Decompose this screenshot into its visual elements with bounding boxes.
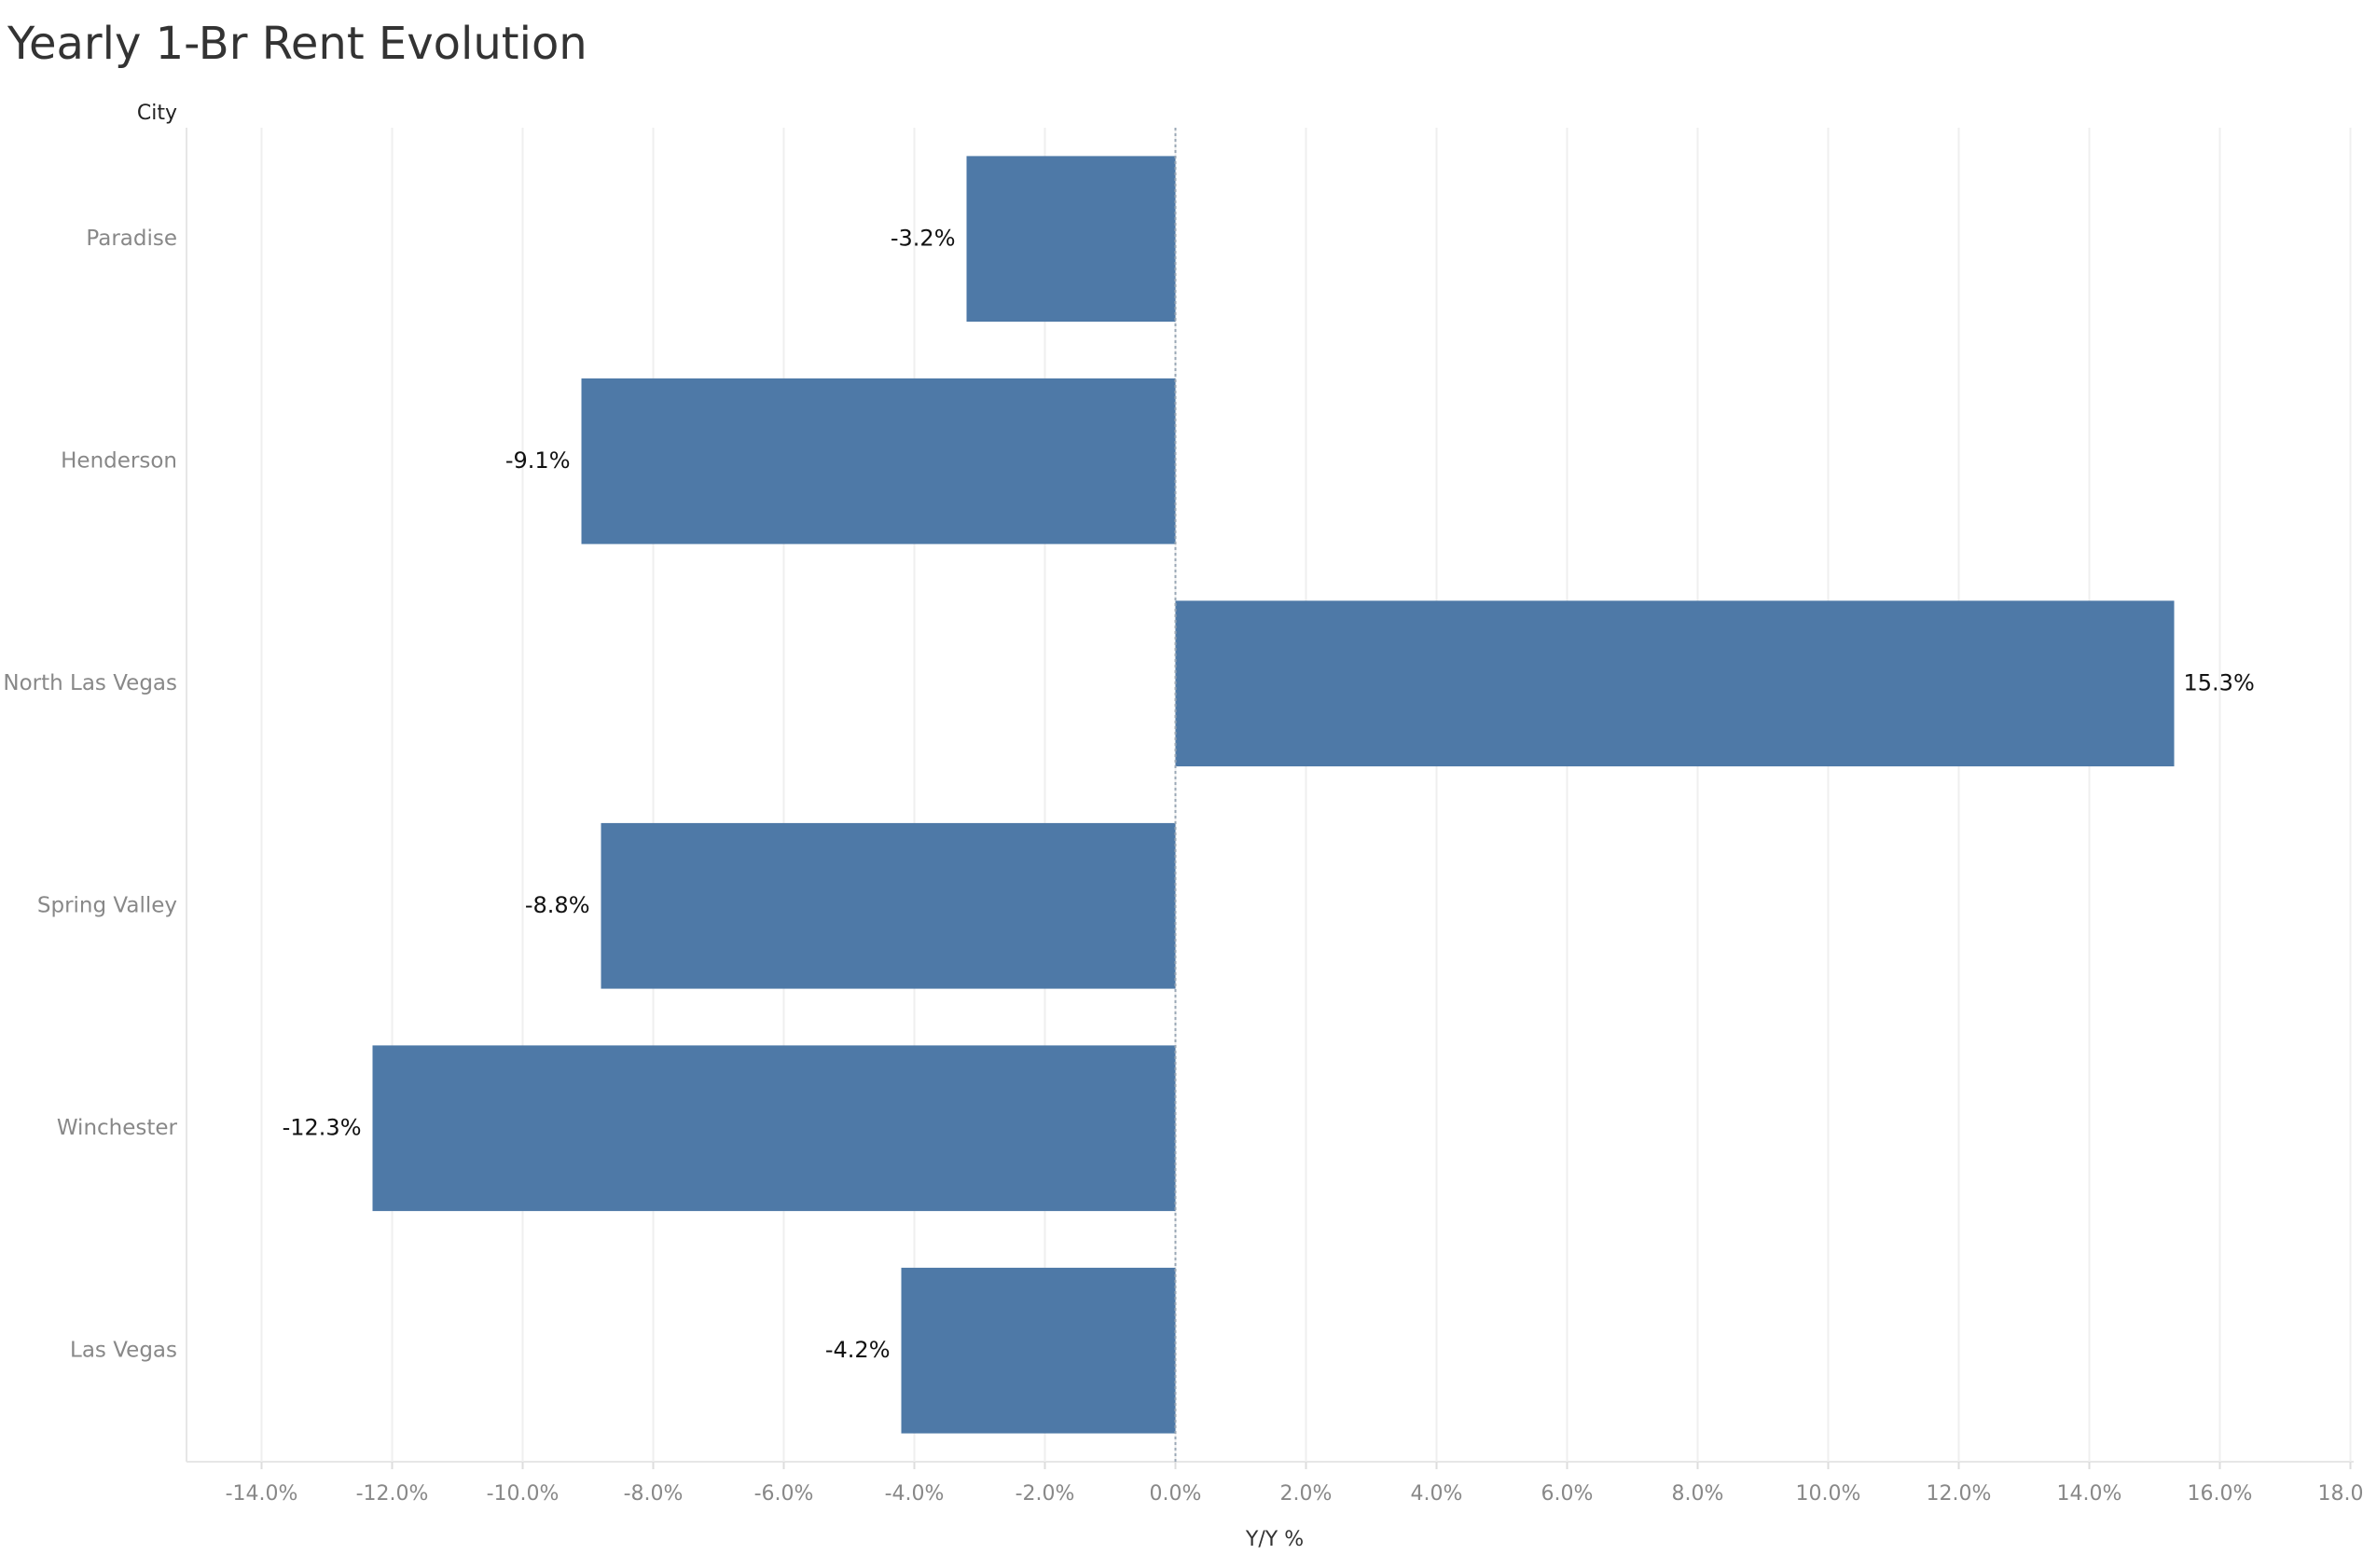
- bar: [901, 1267, 1176, 1434]
- x-tick-label: 0.0%: [1150, 1482, 1202, 1506]
- x-tick-label: 4.0%: [1411, 1482, 1463, 1506]
- x-tick-label: 10.0%: [1796, 1482, 1861, 1506]
- y-axis-title: City: [137, 102, 177, 125]
- x-tick-label: -8.0%: [624, 1482, 684, 1506]
- y-tick-label: Paradise: [86, 227, 177, 251]
- x-tick-label: -10.0%: [487, 1482, 560, 1506]
- value-label: -3.2%: [891, 225, 956, 251]
- y-tick-label: Spring Valley: [37, 893, 177, 917]
- y-tick-label: Henderson: [61, 448, 177, 473]
- value-label: -8.8%: [525, 892, 590, 918]
- x-tick-label: 8.0%: [1672, 1482, 1724, 1506]
- bar: [1175, 600, 2175, 767]
- x-tick-label: -4.0%: [885, 1482, 945, 1506]
- x-tick-label: 2.0%: [1280, 1482, 1333, 1506]
- x-tick-label: 12.0%: [1927, 1482, 1992, 1506]
- x-tick-label: 18.0%: [2318, 1482, 2363, 1506]
- x-axis-title: Y/Y %: [1245, 1528, 1304, 1551]
- x-tick-label: -2.0%: [1016, 1482, 1075, 1506]
- x-tick-label: 6.0%: [1541, 1482, 1594, 1506]
- value-label: 15.3%: [2184, 669, 2255, 695]
- value-label: -12.3%: [283, 1114, 362, 1140]
- y-tick-label: Winchester: [57, 1116, 178, 1140]
- bar: [372, 1045, 1176, 1212]
- value-label: -4.2%: [825, 1337, 891, 1363]
- x-tick-label: 14.0%: [2057, 1482, 2122, 1506]
- bar: [601, 822, 1176, 989]
- value-label: -9.1%: [505, 447, 571, 474]
- bar: [966, 156, 1176, 323]
- x-tick-label: 16.0%: [2188, 1482, 2253, 1506]
- x-tick-label: -6.0%: [754, 1482, 814, 1506]
- bar: [581, 378, 1176, 544]
- x-tick-label: -14.0%: [226, 1482, 298, 1506]
- y-tick-label: North Las Vegas: [3, 671, 177, 695]
- y-tick-label: Las Vegas: [70, 1338, 177, 1362]
- x-tick-label: -12.0%: [356, 1482, 429, 1506]
- chart-title: Yearly 1-Br Rent Evolution: [7, 18, 587, 70]
